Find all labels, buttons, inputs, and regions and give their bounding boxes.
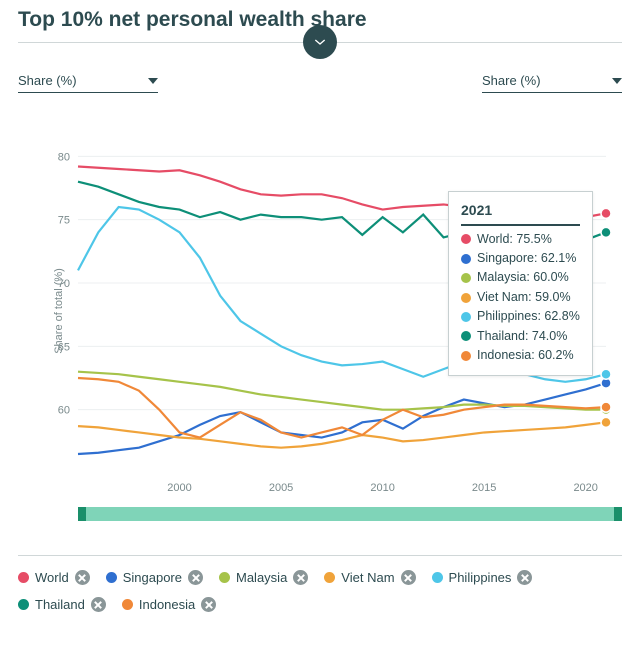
svg-text:80: 80 bbox=[58, 151, 70, 163]
close-icon bbox=[192, 574, 200, 582]
y-axis-title: Share of total (%) bbox=[53, 268, 65, 354]
legend-label: World bbox=[35, 570, 69, 585]
tooltip-color-dot bbox=[461, 331, 471, 341]
legend-item[interactable]: World bbox=[18, 570, 90, 585]
legend-label: Indonesia bbox=[139, 597, 195, 612]
series-line bbox=[78, 378, 606, 438]
y-axis-selector[interactable]: Share (%) bbox=[18, 69, 158, 93]
tooltip-label: Malaysia: 60.0% bbox=[477, 268, 569, 287]
close-icon bbox=[94, 601, 102, 609]
legend-label: Thailand bbox=[35, 597, 85, 612]
dropdown-icon bbox=[612, 76, 622, 86]
tooltip-color-dot bbox=[461, 351, 471, 361]
legend-remove-button[interactable] bbox=[188, 570, 203, 585]
tooltip-label: Philippines: 62.8% bbox=[477, 307, 580, 326]
slider-handle-left[interactable] bbox=[78, 507, 86, 521]
svg-text:2000: 2000 bbox=[167, 482, 191, 494]
chart-legend: World Singapore Malaysia Viet Nam Philippine… bbox=[18, 555, 622, 612]
legend-remove-button[interactable] bbox=[401, 570, 416, 585]
series-line bbox=[78, 422, 606, 447]
legend-item[interactable]: Philippines bbox=[432, 570, 533, 585]
tooltip-color-dot bbox=[461, 273, 471, 283]
legend-color-dot bbox=[18, 599, 29, 610]
tooltip-color-dot bbox=[461, 254, 471, 264]
close-icon bbox=[297, 574, 305, 582]
tooltip-label: Indonesia: 60.2% bbox=[477, 346, 574, 365]
tooltip-row: Malaysia: 60.0% bbox=[461, 268, 580, 287]
chevron-down-icon bbox=[312, 34, 328, 50]
tooltip-label: Viet Nam: 59.0% bbox=[477, 288, 571, 307]
chart-title: Top 10% net personal wealth share bbox=[18, 0, 622, 43]
svg-text:2010: 2010 bbox=[370, 482, 394, 494]
legend-color-dot bbox=[106, 572, 117, 583]
legend-remove-button[interactable] bbox=[75, 570, 90, 585]
tooltip-color-dot bbox=[461, 312, 471, 322]
legend-label: Philippines bbox=[449, 570, 512, 585]
tooltip-label: World: 75.5% bbox=[477, 230, 552, 249]
tooltip-color-dot bbox=[461, 293, 471, 303]
legend-color-dot bbox=[122, 599, 133, 610]
tooltip-row: World: 75.5% bbox=[461, 230, 580, 249]
close-icon bbox=[521, 574, 529, 582]
axis-selectors-row: Share (%) Share (%) bbox=[18, 69, 622, 93]
series-end-marker bbox=[601, 417, 611, 427]
legend-color-dot bbox=[432, 572, 443, 583]
close-icon bbox=[404, 574, 412, 582]
series-end-marker bbox=[601, 402, 611, 412]
legend-color-dot bbox=[18, 572, 29, 583]
svg-text:75: 75 bbox=[58, 215, 70, 227]
series-end-marker bbox=[601, 208, 611, 218]
series-line bbox=[78, 383, 606, 454]
legend-label: Singapore bbox=[123, 570, 182, 585]
svg-text:2020: 2020 bbox=[573, 482, 597, 494]
dropdown-icon bbox=[148, 76, 158, 86]
legend-item[interactable]: Viet Nam bbox=[324, 570, 415, 585]
tooltip-row: Singapore: 62.1% bbox=[461, 249, 580, 268]
y2-axis-selector[interactable]: Share (%) bbox=[482, 69, 622, 93]
svg-text:2005: 2005 bbox=[269, 482, 293, 494]
svg-text:60: 60 bbox=[58, 405, 70, 417]
y-axis-selector-label: Share (%) bbox=[18, 73, 77, 88]
tooltip-row: Indonesia: 60.2% bbox=[461, 346, 580, 365]
legend-label: Viet Nam bbox=[341, 570, 394, 585]
tooltip-color-dot bbox=[461, 234, 471, 244]
slider-handle-right[interactable] bbox=[614, 507, 622, 521]
tooltip-row: Viet Nam: 59.0% bbox=[461, 288, 580, 307]
close-icon bbox=[205, 601, 213, 609]
legend-item[interactable]: Indonesia bbox=[122, 597, 216, 612]
legend-remove-button[interactable] bbox=[91, 597, 106, 612]
legend-remove-button[interactable] bbox=[293, 570, 308, 585]
chart-tooltip: 2021 World: 75.5%Singapore: 62.1%Malaysi… bbox=[448, 191, 593, 376]
legend-remove-button[interactable] bbox=[517, 570, 532, 585]
y2-axis-selector-label: Share (%) bbox=[482, 73, 541, 88]
series-end-marker bbox=[601, 227, 611, 237]
legend-item[interactable]: Singapore bbox=[106, 570, 203, 585]
svg-text:2015: 2015 bbox=[472, 482, 496, 494]
expand-toggle-button[interactable] bbox=[303, 25, 337, 59]
tooltip-row: Thailand: 74.0% bbox=[461, 327, 580, 346]
legend-color-dot bbox=[324, 572, 335, 583]
tooltip-row: Philippines: 62.8% bbox=[461, 307, 580, 326]
tooltip-label: Thailand: 74.0% bbox=[477, 327, 567, 346]
legend-label: Malaysia bbox=[236, 570, 287, 585]
legend-item[interactable]: Malaysia bbox=[219, 570, 308, 585]
legend-color-dot bbox=[219, 572, 230, 583]
time-range-slider[interactable] bbox=[78, 507, 622, 521]
tooltip-label: Singapore: 62.1% bbox=[477, 249, 576, 268]
series-end-marker bbox=[601, 369, 611, 379]
tooltip-year: 2021 bbox=[461, 200, 580, 226]
close-icon bbox=[78, 574, 86, 582]
chart-container: Share of total (%) 606570758020002005201… bbox=[18, 101, 622, 521]
legend-remove-button[interactable] bbox=[201, 597, 216, 612]
legend-item[interactable]: Thailand bbox=[18, 597, 106, 612]
